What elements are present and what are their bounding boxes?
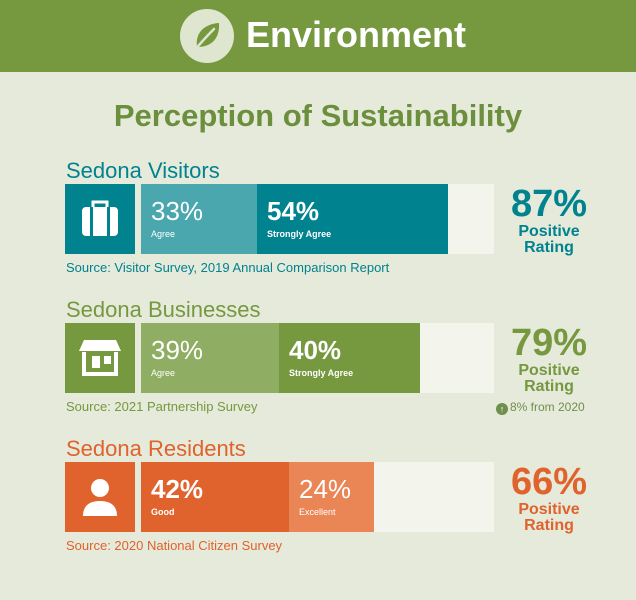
segment-label: Excellent xyxy=(299,507,336,517)
rating-label-line2: Rating xyxy=(524,378,574,395)
leaf-icon xyxy=(180,9,234,63)
rating-label-line1: Positive xyxy=(518,501,580,518)
segment-value: 40% xyxy=(289,335,342,365)
chart-title: Perception of Sustainability xyxy=(113,98,523,133)
bar-track: 39% Agree 40% Strongly Agree xyxy=(141,323,494,393)
bar-segment: 39% Agree xyxy=(141,323,279,393)
rating-percent: 66% xyxy=(510,461,588,503)
rating-label-line2: Rating xyxy=(524,517,574,534)
bar-segment: 54% Strongly Agree xyxy=(257,184,448,254)
storefront-icon xyxy=(65,323,135,393)
header-title: Environment xyxy=(246,14,467,55)
section-label: Sedona Businesses xyxy=(66,297,261,322)
bar-track: 33% Agree 54% Strongly Agree xyxy=(141,184,494,254)
header-banner: Environment xyxy=(0,0,636,72)
rating-label-line1: Positive xyxy=(518,223,580,240)
segment-label: Agree xyxy=(151,368,176,378)
bar-track: 42% Good 24% Excellent xyxy=(141,462,494,532)
segment-label: Strongly Agree xyxy=(289,368,354,378)
arrow-up-icon: ↑ xyxy=(496,403,508,415)
segment-label: Strongly Agree xyxy=(267,229,332,239)
suitcase-icon xyxy=(65,184,135,254)
segment-value: 42% xyxy=(151,474,204,504)
section-businesses: Sedona Businesses 39% Agree 40% Strongly Ag… xyxy=(0,297,636,437)
section-label: Sedona Residents xyxy=(66,436,246,461)
rating-label-line2: Rating xyxy=(524,239,574,256)
bar-segment: 24% Excellent xyxy=(289,462,374,532)
segment-value: 54% xyxy=(267,196,320,226)
source-note: Source: 2020 National Citizen Survey xyxy=(66,538,283,553)
person-icon xyxy=(65,462,135,532)
segment-value: 24% xyxy=(299,474,352,504)
segment-label: Agree xyxy=(151,229,176,239)
section-label: Sedona Visitors xyxy=(66,158,220,183)
segment-value: 33% xyxy=(151,196,204,226)
bar-segment: 40% Strongly Agree xyxy=(279,323,420,393)
rating: 87% Positive Rating xyxy=(494,184,604,256)
section-visitors: Sedona Visitors 33% Agree 54% Strongly Agre… xyxy=(0,158,636,298)
rating-label-line1: Positive xyxy=(518,362,580,379)
section-residents: Sedona Residents 42% Good 24% Excellent 66%… xyxy=(0,436,636,576)
segment-value: 39% xyxy=(151,335,204,365)
segment-label: Good xyxy=(151,507,175,517)
source-note: Source: Visitor Survey, 2019 Annual Comp… xyxy=(66,260,390,275)
rating: 79% Positive Rating xyxy=(494,323,604,395)
bar-segment: 42% Good xyxy=(141,462,289,532)
rating-percent: 79% xyxy=(510,322,588,364)
rating-percent: 87% xyxy=(510,183,588,225)
rating: 66% Positive Rating xyxy=(494,462,604,534)
bar-segment: 33% Agree xyxy=(141,184,257,254)
source-note: Source: 2021 Partnership Survey xyxy=(66,399,258,414)
change-text: 8% from 2020 xyxy=(510,400,585,414)
change-note: ↑ 8% from 2020 xyxy=(496,399,585,415)
